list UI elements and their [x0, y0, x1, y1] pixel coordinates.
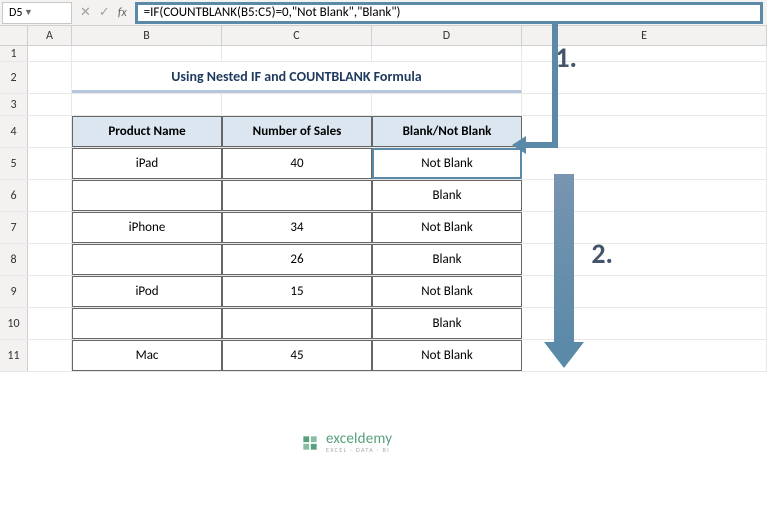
exceldemy-logo-icon — [300, 433, 320, 453]
cell-C3[interactable] — [222, 94, 372, 115]
cell-B6[interactable] — [72, 180, 222, 211]
cell-C7[interactable]: 34 — [222, 212, 372, 243]
cell-D1[interactable] — [372, 46, 522, 61]
cell-C11[interactable]: 45 — [222, 340, 372, 371]
name-box-dropdown-icon[interactable]: ▼ — [22, 7, 34, 18]
cell-E7[interactable] — [522, 212, 767, 243]
row-header-9[interactable]: 9 — [0, 276, 28, 307]
formula-controls: ✕ ✓ fx — [72, 5, 135, 20]
cell-C1[interactable] — [222, 46, 372, 61]
col-header-D[interactable]: D — [372, 26, 522, 45]
col-header-A[interactable]: A — [28, 26, 72, 45]
th-blank[interactable]: Blank/Not Blank — [372, 116, 522, 147]
cell-A8[interactable] — [28, 244, 72, 275]
cell-E6[interactable] — [522, 180, 767, 211]
row-header-1[interactable]: 1 — [0, 46, 28, 61]
fx-icon[interactable]: fx — [118, 6, 127, 20]
cell-C9[interactable]: 15 — [222, 276, 372, 307]
cell-D5-selected[interactable]: Not Blank — [372, 148, 522, 179]
cell-C5[interactable]: 40 — [222, 148, 372, 179]
watermark-sub: EXCEL · DATA · BI — [326, 447, 392, 453]
th-product[interactable]: Product Name — [72, 116, 222, 147]
cell-E5[interactable] — [522, 148, 767, 179]
row-header-2[interactable]: 2 — [0, 62, 28, 93]
cell-E3[interactable] — [522, 94, 767, 115]
cell-D3[interactable] — [372, 94, 522, 115]
row-header-4[interactable]: 4 — [0, 116, 28, 147]
cell-A9[interactable] — [28, 276, 72, 307]
cell-B1[interactable] — [72, 46, 222, 61]
row-11: 11 Mac 45 Not Blank — [0, 340, 767, 372]
cell-E8[interactable] — [522, 244, 767, 275]
annotation-step-2: 2. — [591, 236, 613, 271]
rows: 1 2 Using Nested IF and COUNTBLANK Formu… — [0, 46, 767, 372]
name-box-value: D5 — [9, 6, 22, 20]
col-header-B[interactable]: B — [72, 26, 222, 45]
cell-D10[interactable]: Blank — [372, 308, 522, 339]
title-cell[interactable]: Using Nested IF and COUNTBLANK Formula — [72, 62, 522, 93]
cancel-icon[interactable]: ✕ — [80, 5, 91, 20]
formula-bar-row: D5 ▼ ✕ ✓ fx =IF(COUNTBLANK(B5:C5)=0,"Not… — [0, 0, 767, 26]
cell-B11[interactable]: Mac — [72, 340, 222, 371]
cell-E10[interactable] — [522, 308, 767, 339]
cell-D7[interactable]: Not Blank — [372, 212, 522, 243]
cell-A7[interactable] — [28, 212, 72, 243]
row-7: 7 iPhone 34 Not Blank — [0, 212, 767, 244]
cell-E4[interactable] — [522, 116, 767, 147]
cell-B7[interactable]: iPhone — [72, 212, 222, 243]
cell-A10[interactable] — [28, 308, 72, 339]
formula-text: =IF(COUNTBLANK(B5:C5)=0,"Not Blank","Bla… — [144, 5, 401, 20]
row-header-10[interactable]: 10 — [0, 308, 28, 339]
cell-A4[interactable] — [28, 116, 72, 147]
column-headers: A B C D E — [0, 26, 767, 46]
cell-A6[interactable] — [28, 180, 72, 211]
row-4: 4 Product Name Number of Sales Blank/Not… — [0, 116, 767, 148]
name-box[interactable]: D5 ▼ — [2, 2, 72, 24]
cell-D8[interactable]: Blank — [372, 244, 522, 275]
cell-B3[interactable] — [72, 94, 222, 115]
cell-D11[interactable]: Not Blank — [372, 340, 522, 371]
cell-A2[interactable] — [28, 62, 72, 93]
row-header-8[interactable]: 8 — [0, 244, 28, 275]
th-sales[interactable]: Number of Sales — [222, 116, 372, 147]
row-header-5[interactable]: 5 — [0, 148, 28, 179]
cell-B9[interactable]: iPod — [72, 276, 222, 307]
col-header-C[interactable]: C — [222, 26, 372, 45]
cell-B5[interactable]: iPad — [72, 148, 222, 179]
row-8: 8 26 Blank — [0, 244, 767, 276]
cell-D9[interactable]: Not Blank — [372, 276, 522, 307]
cell-A1[interactable] — [28, 46, 72, 61]
cell-C10[interactable] — [222, 308, 372, 339]
cell-D6[interactable]: Blank — [372, 180, 522, 211]
cell-B8[interactable] — [72, 244, 222, 275]
enter-icon[interactable]: ✓ — [99, 5, 110, 20]
title-text: Using Nested IF and COUNTBLANK Formula — [171, 68, 421, 85]
cell-E9[interactable] — [522, 276, 767, 307]
annotation-step-1: 1. — [555, 40, 577, 75]
row-header-6[interactable]: 6 — [0, 180, 28, 211]
row-header-3[interactable]: 3 — [0, 94, 28, 115]
row-header-11[interactable]: 11 — [0, 340, 28, 371]
select-all-corner[interactable] — [0, 26, 28, 45]
cell-A3[interactable] — [28, 94, 72, 115]
cell-C8[interactable]: 26 — [222, 244, 372, 275]
formula-bar[interactable]: =IF(COUNTBLANK(B5:C5)=0,"Not Blank","Bla… — [135, 2, 763, 24]
cell-C6[interactable] — [222, 180, 372, 211]
row-6: 6 Blank — [0, 180, 767, 212]
row-5: 5 iPad 40 Not Blank — [0, 148, 767, 180]
row-header-7[interactable]: 7 — [0, 212, 28, 243]
row-2: 2 Using Nested IF and COUNTBLANK Formula — [0, 62, 767, 94]
row-3: 3 — [0, 94, 767, 116]
row-10: 10 Blank — [0, 308, 767, 340]
watermark-name: exceldemy — [326, 432, 392, 447]
cell-A5[interactable] — [28, 148, 72, 179]
cell-A11[interactable] — [28, 340, 72, 371]
watermark: exceldemy EXCEL · DATA · BI — [300, 432, 392, 453]
worksheet-grid: A B C D E 1 2 Using Nested IF and COUNTB… — [0, 26, 767, 372]
cell-E11[interactable] — [522, 340, 767, 371]
cell-B10[interactable] — [72, 308, 222, 339]
row-1: 1 — [0, 46, 767, 62]
row-9: 9 iPod 15 Not Blank — [0, 276, 767, 308]
